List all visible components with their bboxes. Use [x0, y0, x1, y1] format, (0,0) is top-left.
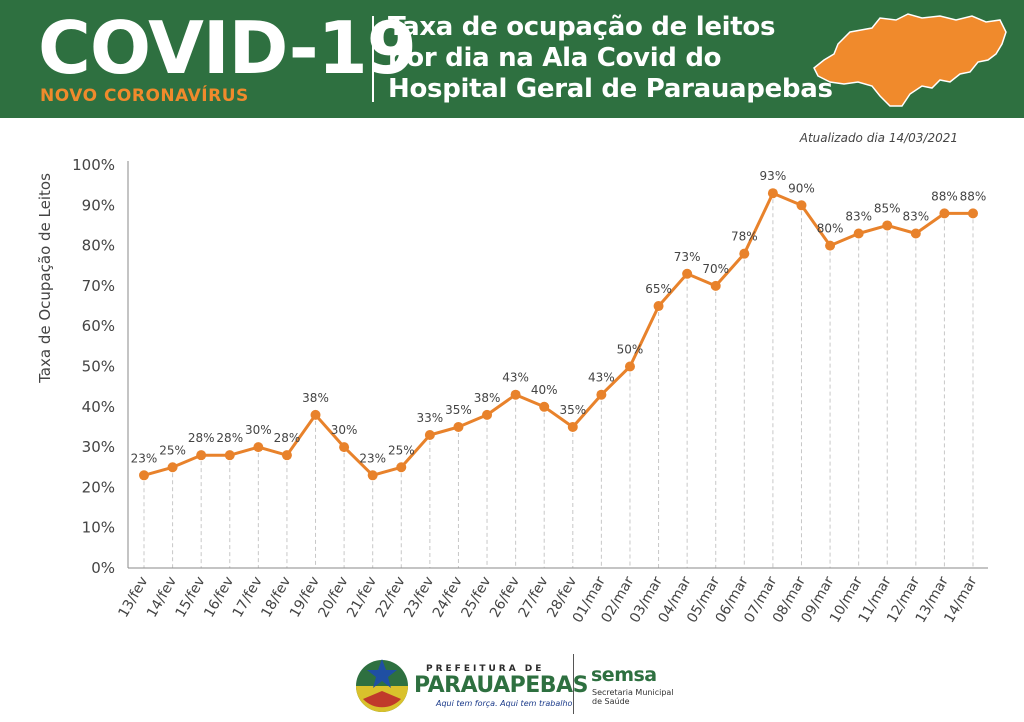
- data-point: [482, 409, 493, 420]
- data-label: 83%: [902, 210, 929, 224]
- data-point: [624, 361, 635, 372]
- data-point: [796, 200, 807, 211]
- covid-title: COVID-19: [38, 6, 417, 90]
- headline-line-1: Taxa de ocupação de leitos: [388, 12, 776, 42]
- data-label: 35%: [559, 403, 586, 417]
- data-label: 38%: [474, 391, 501, 405]
- data-label: 80%: [817, 222, 844, 236]
- data-point: [825, 240, 836, 251]
- data-point: [567, 421, 578, 432]
- y-tick-label: 90%: [82, 196, 115, 214]
- data-label: 38%: [302, 391, 329, 405]
- data-label: 35%: [445, 403, 472, 417]
- data-point: [739, 248, 750, 259]
- prefeitura-small-text: PREFEITURA DE: [426, 664, 545, 674]
- data-label: 23%: [131, 451, 158, 465]
- data-point: [167, 462, 178, 473]
- data-point: [196, 450, 207, 461]
- data-point: [910, 228, 921, 239]
- data-point: [367, 470, 378, 481]
- y-tick-label: 30%: [82, 438, 115, 456]
- y-tick-labels: 0% 10% 20% 30% 40% 50% 60% 70% 80% 90% 100%: [72, 156, 115, 577]
- data-point: [653, 301, 664, 312]
- prefeitura-name: PARAUAPEBAS: [414, 673, 588, 698]
- y-tick-label: 50%: [82, 358, 115, 376]
- prefeitura-slogan: Aqui tem força. Aqui tem trabalho: [436, 699, 573, 708]
- y-tick-label: 80%: [82, 237, 115, 255]
- x-tick-labels: 13/fev14/fev15/fev16/fev17/fev18/fev19/f…: [115, 574, 980, 626]
- data-label: 30%: [245, 423, 272, 437]
- occupancy-line-chart: Taxa de Ocupação de Leitos 0% 10% 20% 30% 40…: [36, 156, 988, 626]
- data-point: [339, 442, 350, 453]
- prefeitura-logo-icon: [356, 659, 408, 712]
- data-labels: 23%25%28% 28%30%28%38%30%23%25%33%35%38%4…: [131, 169, 987, 465]
- data-label: 43%: [502, 371, 529, 385]
- data-label: 33%: [417, 411, 444, 425]
- data-point: [767, 188, 778, 199]
- data-point: [253, 442, 264, 453]
- headline-line-3: Hospital Geral de Parauapebas: [388, 74, 833, 104]
- chart-headline: Taxa de ocupação de leitos por dia na Al…: [388, 12, 833, 105]
- data-point: [139, 470, 149, 481]
- data-point: [510, 389, 521, 400]
- data-point: [882, 220, 893, 231]
- y-tick-label: 20%: [82, 478, 115, 496]
- header-banner: COVID-19 NOVO CORONAVÍRUS Taxa de ocupaç…: [0, 0, 1024, 118]
- y-tick-label: 100%: [72, 156, 115, 174]
- data-label: 78%: [731, 230, 758, 244]
- y-axis-title: Taxa de Ocupação de Leitos: [36, 173, 54, 384]
- data-point: [224, 450, 235, 461]
- data-label: 28%: [274, 431, 301, 445]
- data-label: 88%: [960, 189, 987, 203]
- data-point: [281, 450, 292, 461]
- data-label: 23%: [359, 451, 386, 465]
- data-label: 25%: [388, 443, 415, 457]
- data-point: [310, 409, 321, 420]
- data-label: 28%: [216, 431, 243, 445]
- data-label: 28%: [188, 431, 215, 445]
- data-point: [968, 208, 978, 219]
- footer-divider: [573, 654, 574, 714]
- state-map-icon: [813, 13, 1007, 107]
- y-tick-label: 70%: [82, 277, 115, 295]
- banner-divider: [372, 16, 374, 102]
- semsa-subtitle: Secretaria Municipal de Saúde: [592, 688, 674, 706]
- updated-date: Atualizado dia 14/03/2021: [799, 131, 958, 145]
- data-label: 30%: [331, 423, 358, 437]
- grid-lines: [143, 199, 974, 568]
- data-point: [424, 430, 435, 441]
- data-label: 73%: [674, 250, 701, 264]
- semsa-logo: semsa: [591, 664, 657, 686]
- data-label: 43%: [588, 371, 615, 385]
- semsa-subtitle-line-1: Secretaria Municipal: [592, 688, 674, 697]
- data-point: [710, 280, 721, 291]
- covid-subtitle: NOVO CORONAVÍRUS: [40, 86, 249, 106]
- data-point: [596, 389, 607, 400]
- headline-line-2: por dia na Ala Covid do: [388, 43, 722, 73]
- data-point: [539, 401, 550, 412]
- data-point: [453, 421, 464, 432]
- y-tick-label: 0%: [91, 559, 115, 577]
- data-label: 93%: [760, 169, 787, 183]
- data-point: [682, 268, 693, 279]
- data-point: [396, 462, 407, 473]
- data-label: 70%: [702, 262, 729, 276]
- y-tick-label: 10%: [82, 519, 115, 537]
- data-label: 88%: [931, 189, 958, 203]
- data-label: 90%: [788, 181, 815, 195]
- axes: [127, 161, 988, 569]
- y-tick-label: 40%: [82, 398, 115, 416]
- data-label: 50%: [617, 343, 644, 357]
- data-label: 25%: [159, 443, 186, 457]
- data-label: 40%: [531, 383, 558, 397]
- data-label: 65%: [645, 282, 672, 296]
- data-points: [139, 188, 978, 481]
- data-label: 83%: [845, 210, 872, 224]
- data-label: 85%: [874, 201, 901, 215]
- y-tick-label: 60%: [82, 317, 115, 335]
- semsa-subtitle-line-2: de Saúde: [592, 697, 630, 706]
- data-point: [939, 208, 950, 219]
- data-point: [853, 228, 864, 239]
